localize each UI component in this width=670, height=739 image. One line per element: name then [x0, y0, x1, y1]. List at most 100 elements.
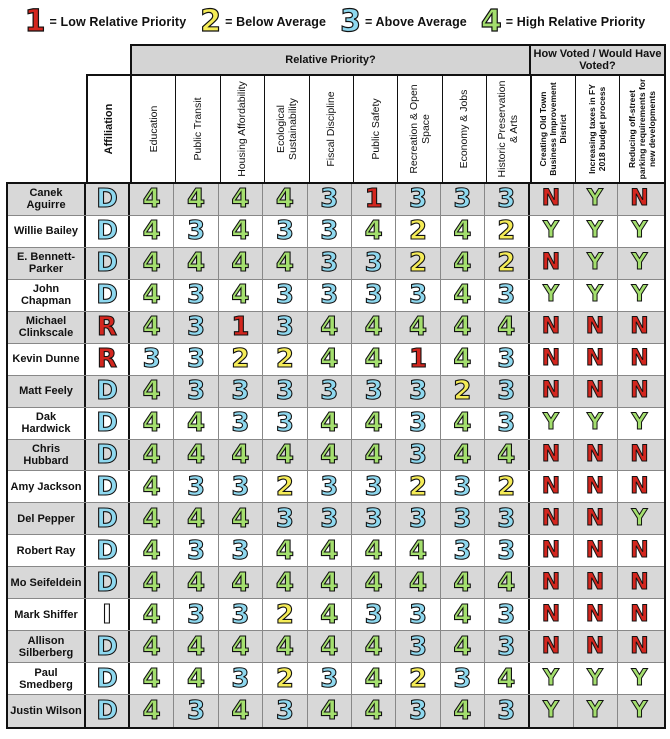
- priority-rating: 4: [231, 567, 250, 598]
- vote-value: N: [541, 633, 561, 659]
- priority-cell: 4: [219, 503, 264, 535]
- priority-cell: 4: [308, 311, 352, 343]
- table-row: Allison Silberberg D 4 4 4 4 4 4 3 4 3 N N N: [8, 631, 664, 664]
- priority-cell: 3: [396, 184, 441, 215]
- priority-rating: 3: [275, 216, 294, 247]
- candidate-name: John Chapman: [8, 279, 86, 311]
- priority-cell: 4: [441, 279, 486, 311]
- affiliation-cell: R: [86, 343, 130, 375]
- vote-value: N: [541, 314, 561, 340]
- priority-cell: 4: [263, 184, 308, 215]
- priority-cell: 4: [130, 439, 175, 471]
- priority-cell: 4: [352, 663, 397, 694]
- priority-cell: 4: [485, 567, 530, 599]
- priority-rating: 3: [231, 376, 250, 407]
- priority-rating: 4: [453, 216, 472, 247]
- priority-rating: 3: [231, 599, 250, 630]
- vote-value: N: [630, 314, 649, 340]
- priority-cell: 4: [441, 695, 486, 727]
- priority-cell: 3: [441, 663, 486, 694]
- priority-rating: 3: [408, 503, 428, 534]
- priority-cell: 4: [174, 663, 219, 694]
- priority-rating: 4: [497, 439, 516, 470]
- priority-cell: 4: [174, 503, 219, 535]
- legend-number: 1: [24, 4, 46, 39]
- priority-cell: 3: [352, 503, 397, 535]
- priority-rating: 4: [497, 567, 516, 598]
- column-header-vote: Creating Old Town Business Improvement D…: [532, 76, 576, 182]
- vote-cell: N: [574, 439, 618, 471]
- vote-cell: N: [618, 312, 662, 343]
- priority-rating: 4: [142, 216, 161, 247]
- priority-rating: 3: [408, 408, 428, 439]
- legend-item: 2 = Below Average: [200, 6, 326, 37]
- priority-cell: 3: [174, 343, 219, 375]
- vote-value: N: [630, 601, 649, 627]
- priority-rating: 4: [320, 535, 339, 566]
- vote-value: Y: [587, 410, 604, 436]
- priority-cell: 3: [485, 375, 530, 407]
- vote-value: Y: [587, 697, 604, 723]
- column-header-priority: Fiscal Discipline: [310, 76, 354, 182]
- vote-cell: N: [530, 599, 574, 631]
- vote-cell: Y: [530, 695, 574, 727]
- vote-value: Y: [543, 697, 560, 723]
- priority-rating: 4: [142, 280, 161, 311]
- vote-cell: Y: [530, 215, 574, 247]
- priority-rating: 3: [453, 503, 472, 534]
- priority-cell: 3: [485, 631, 530, 663]
- priority-rating: 3: [320, 471, 339, 502]
- affiliation-value: D: [96, 663, 119, 694]
- priority-cell: 4: [130, 184, 175, 215]
- vote-value: N: [630, 441, 649, 467]
- priority-rating: 4: [453, 312, 472, 343]
- priority-rating: 4: [364, 663, 383, 694]
- vote-value: Y: [631, 282, 648, 308]
- vote-value: N: [585, 601, 605, 627]
- priority-cell: 4: [308, 631, 352, 663]
- priority-rating: 3: [186, 376, 206, 407]
- priority-cell: 4: [308, 439, 352, 471]
- priority-cell: 4: [219, 695, 264, 727]
- priority-rating: 3: [453, 184, 472, 215]
- priority-rating: 3: [186, 312, 206, 343]
- priority-rating: 3: [320, 248, 339, 279]
- priority-rating: 3: [320, 216, 339, 247]
- priority-rating: 4: [453, 408, 472, 439]
- legend-number: 4: [480, 4, 502, 39]
- priority-cell: 4: [352, 311, 397, 343]
- vote-value: N: [630, 633, 649, 659]
- priority-cell: 4: [352, 215, 397, 247]
- candidate-name: Willie Bailey: [8, 215, 86, 247]
- priority-rating: 3: [231, 663, 250, 694]
- priority-cell: 1: [219, 311, 264, 343]
- vote-cell: Y: [530, 279, 574, 311]
- vote-cell: N: [530, 439, 574, 471]
- priority-rating: 3: [408, 695, 428, 726]
- priority-cell: 4: [219, 439, 264, 471]
- table-row: Canek Aguirre D 4 4 4 4 3 1 3 3 3 N Y N: [8, 184, 664, 216]
- priority-cell: 4: [441, 215, 486, 247]
- priority-rating: 3: [497, 184, 516, 215]
- priority-rating: 2: [275, 471, 294, 502]
- priority-cell: 3: [352, 279, 397, 311]
- priority-rating: 4: [320, 312, 339, 343]
- priority-rating: 4: [142, 695, 161, 726]
- affiliation-cell: D: [86, 184, 130, 215]
- vote-cell: N: [530, 471, 574, 503]
- priority-cell: 3: [396, 631, 441, 663]
- vote-cell: Y: [618, 503, 662, 534]
- affiliation-cell: D: [86, 663, 130, 694]
- priority-rating: 2: [408, 663, 428, 694]
- priority-cell: 4: [130, 503, 175, 535]
- priority-rating: 3: [497, 503, 516, 534]
- priority-rating: 4: [142, 471, 161, 502]
- affiliation-value: D: [96, 280, 119, 311]
- priority-rating: 3: [408, 631, 428, 662]
- priority-rating: 4: [231, 631, 250, 662]
- priority-cell: 4: [130, 247, 175, 279]
- priority-cell: 2: [263, 599, 308, 631]
- vote-value: Y: [631, 665, 648, 691]
- priority-rating: 3: [186, 535, 206, 566]
- priority-rating: 2: [408, 248, 428, 279]
